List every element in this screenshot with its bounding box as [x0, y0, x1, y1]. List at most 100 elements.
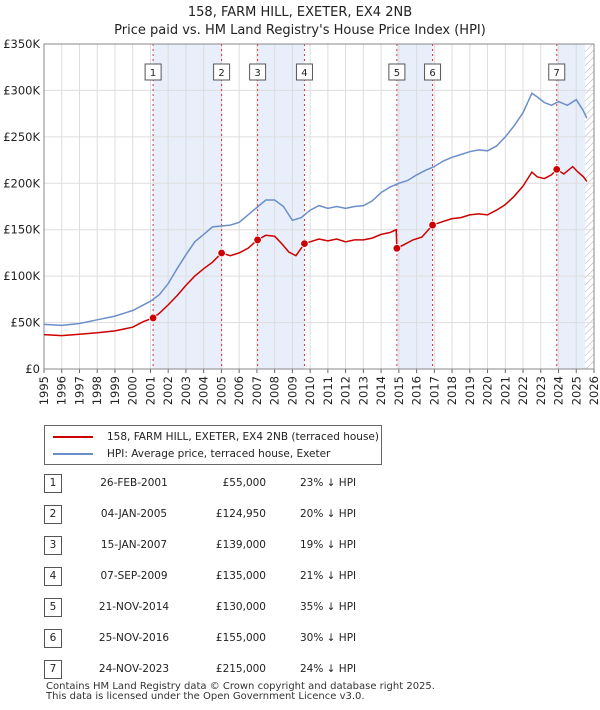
- sale-point: [217, 248, 226, 258]
- sale-number-badge: 6: [44, 629, 62, 648]
- sale-price: £130,000: [215, 601, 266, 613]
- sale-label-number: 2: [218, 68, 224, 79]
- sale-label-box: [424, 63, 442, 81]
- sale-label-box: [295, 63, 313, 81]
- y-tick-label: £100K: [3, 269, 40, 283]
- sale-label-number: 7: [554, 68, 560, 79]
- sale-hpi-diff: 30% ↓ HPI: [300, 632, 357, 644]
- sale-date: 04-JAN-2005: [100, 508, 168, 520]
- sale-label-box: [388, 63, 406, 81]
- sale-row: 1 26-FEB-2001 £55,000 23% ↓ HPI: [44, 474, 444, 494]
- forecast-hatch: [585, 44, 594, 369]
- sale-date: 26-FEB-2001: [100, 477, 168, 489]
- x-tick-label: 2025: [569, 376, 583, 405]
- x-tick-label: 2001: [143, 376, 157, 405]
- x-tick-label: 2012: [339, 376, 353, 405]
- x-tick-label: 2009: [285, 376, 299, 405]
- sale-price: £124,950: [215, 508, 266, 520]
- footer-line-licence: This data is licensed under the Open Gov…: [46, 691, 365, 702]
- sale-row: 3 15-JAN-2007 £139,000 19% ↓ HPI: [44, 536, 444, 556]
- legend-item-hpi: HPI: Average price, terraced house, Exet…: [53, 446, 330, 462]
- sale-number-badge: 1: [44, 474, 62, 493]
- y-tick-label: £300K: [3, 83, 40, 97]
- sale-label-box: [249, 63, 267, 81]
- series-line-property: [43, 165, 588, 337]
- x-tick-label: 2000: [126, 376, 140, 405]
- x-tick-label: 2007: [250, 376, 264, 405]
- x-tick-label: 2008: [268, 376, 282, 405]
- ownership-band: [556, 44, 586, 369]
- sale-hpi-diff: 19% ↓ HPI: [300, 539, 357, 551]
- sale-point: [392, 244, 402, 253]
- sale-number-badge: 7: [44, 660, 62, 679]
- sale-hpi-diff: 23% ↓ HPI: [300, 477, 357, 489]
- sale-label-number: 3: [254, 68, 260, 79]
- x-tick-label: 2013: [356, 376, 370, 405]
- x-tick-label: 2002: [161, 376, 175, 405]
- x-tick-label: 2004: [197, 376, 211, 405]
- x-tick-label: 2018: [445, 376, 459, 405]
- x-tick-label: 2026: [587, 376, 600, 405]
- sale-price: £55,000: [222, 477, 266, 489]
- sale-point: [552, 165, 561, 174]
- footer-attribution: Contains HM Land Registry data © Crown c…: [46, 682, 435, 702]
- y-tick-label: £350K: [3, 37, 40, 51]
- chart-legend: 158, FARM HILL, EXETER, EX4 2NB (terrace…: [44, 425, 382, 465]
- x-tick-label: 1996: [55, 376, 69, 405]
- sale-number-badge: 4: [44, 567, 62, 586]
- x-tick-label: 2016: [410, 376, 424, 405]
- y-tick-label: £150K: [3, 223, 40, 237]
- sale-row: 2 04-JAN-2005 £124,950 20% ↓ HPI: [44, 505, 444, 525]
- legend-label-property: 158, FARM HILL, EXETER, EX4 2NB (terrace…: [107, 431, 379, 443]
- x-tick-label: 2024: [552, 376, 566, 405]
- sale-point: [300, 239, 309, 248]
- sale-row: 6 25-NOV-2016 £155,000 30% ↓ HPI: [44, 629, 444, 649]
- sale-label-box: [144, 63, 162, 81]
- x-tick-label: 2023: [534, 376, 548, 405]
- x-tick-label: 2014: [374, 376, 388, 405]
- sale-date: 07-SEP-2009: [100, 570, 168, 582]
- x-tick-label: 2010: [303, 376, 317, 405]
- sale-point: [428, 220, 437, 230]
- ownership-band: [257, 44, 305, 369]
- footer-line-copyright: Contains HM Land Registry data © Crown c…: [46, 681, 435, 692]
- x-tick-label: 2011: [321, 376, 335, 405]
- sale-number-badge: 5: [44, 598, 62, 617]
- x-tick-label: 2015: [392, 376, 406, 405]
- sale-hpi-diff: 35% ↓ HPI: [300, 601, 357, 613]
- y-tick-label: £200K: [3, 176, 40, 190]
- ownership-band: [396, 44, 433, 369]
- x-tick-label: 2020: [481, 376, 495, 405]
- x-tick-label: 2003: [179, 376, 193, 405]
- x-tick-label: 2019: [463, 376, 477, 405]
- legend-item-property: 158, FARM HILL, EXETER, EX4 2NB (terrace…: [53, 429, 379, 445]
- sale-hpi-diff: 20% ↓ HPI: [300, 508, 357, 520]
- x-tick-label: 1999: [108, 376, 122, 405]
- sale-row: 4 07-SEP-2009 £135,000 21% ↓ HPI: [44, 567, 444, 587]
- sale-label-number: 6: [429, 68, 435, 79]
- x-tick-label: 2005: [214, 376, 228, 405]
- sale-date: 25-NOV-2016: [98, 632, 170, 644]
- sale-label-number: 1: [150, 68, 156, 79]
- sale-price: £139,000: [215, 539, 266, 551]
- x-tick-label: 1998: [90, 376, 104, 405]
- series-line-hpi: [43, 92, 588, 327]
- sale-point: [148, 313, 158, 323]
- sale-number-badge: 3: [44, 536, 62, 555]
- sale-date: 15-JAN-2007: [100, 539, 168, 551]
- x-tick-label: 2022: [516, 376, 530, 405]
- sale-date: 24-NOV-2023: [98, 663, 170, 675]
- plot-border: [43, 43, 595, 370]
- sale-point: [253, 235, 262, 245]
- ownership-band: [153, 44, 222, 369]
- sale-label-number: 4: [301, 68, 307, 79]
- x-tick-label: 1995: [37, 376, 51, 405]
- sale-price: £215,000: [215, 663, 266, 675]
- y-tick-label: £50K: [11, 316, 41, 330]
- sale-label-number: 5: [394, 68, 400, 79]
- sale-row: 5 21-NOV-2014 £130,000 35% ↓ HPI: [44, 598, 444, 618]
- legend-swatch-property: [53, 436, 93, 438]
- price-chart: £0 £50K £100K £150K £200K £250K £300K £350K 1995…: [3, 37, 600, 405]
- sale-label-box: [548, 63, 566, 81]
- chart-title: 158, FARM HILL, EXETER, EX4 2NB: [187, 5, 413, 20]
